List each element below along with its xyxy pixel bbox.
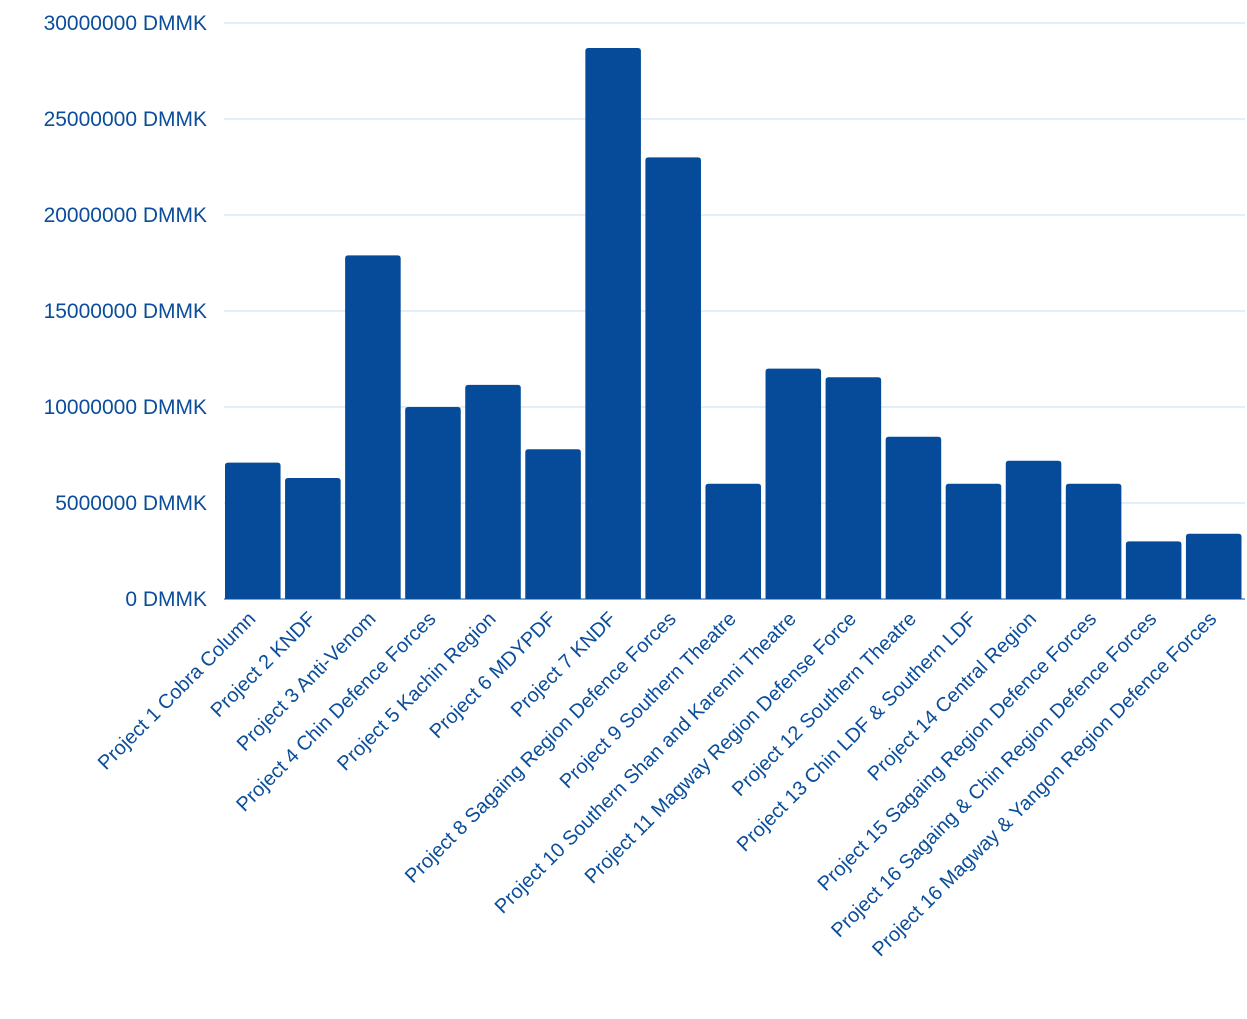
bar xyxy=(645,157,701,599)
bar xyxy=(705,483,762,599)
bar xyxy=(405,407,461,599)
y-tick-label: 25000000 DMMK xyxy=(44,108,207,131)
bar xyxy=(1185,533,1242,599)
bar xyxy=(1065,483,1122,599)
bar xyxy=(585,47,641,599)
y-tick-label: 5000000 DMMK xyxy=(55,492,207,515)
y-axis-ticks: 0 DMMK 5000000 DMMK 10000000 DMMK 15000000 … xyxy=(44,12,207,611)
bar xyxy=(285,478,341,599)
x-category-label: Project 2 KNDF xyxy=(207,608,321,722)
bars xyxy=(225,47,1242,599)
bar xyxy=(885,436,942,599)
bar xyxy=(765,368,822,599)
y-tick-label: 15000000 DMMK xyxy=(44,300,207,323)
bar xyxy=(525,449,581,599)
x-category-label: Project 15 Sagaing Region Defence Forces xyxy=(814,608,1102,896)
bar xyxy=(465,384,521,599)
y-tick-label: 20000000 DMMK xyxy=(44,204,207,227)
y-tick-label: 10000000 DMMK xyxy=(44,396,207,419)
x-category-label: Project 7 KNDF xyxy=(507,608,621,722)
bar xyxy=(945,483,1002,599)
y-tick-label: 0 DMMK xyxy=(125,588,207,611)
bar xyxy=(825,377,882,599)
bar xyxy=(345,255,401,599)
y-tick-label: 30000000 DMMK xyxy=(44,12,207,35)
bar xyxy=(1125,541,1182,599)
bar xyxy=(225,462,281,599)
bar xyxy=(1005,460,1062,599)
